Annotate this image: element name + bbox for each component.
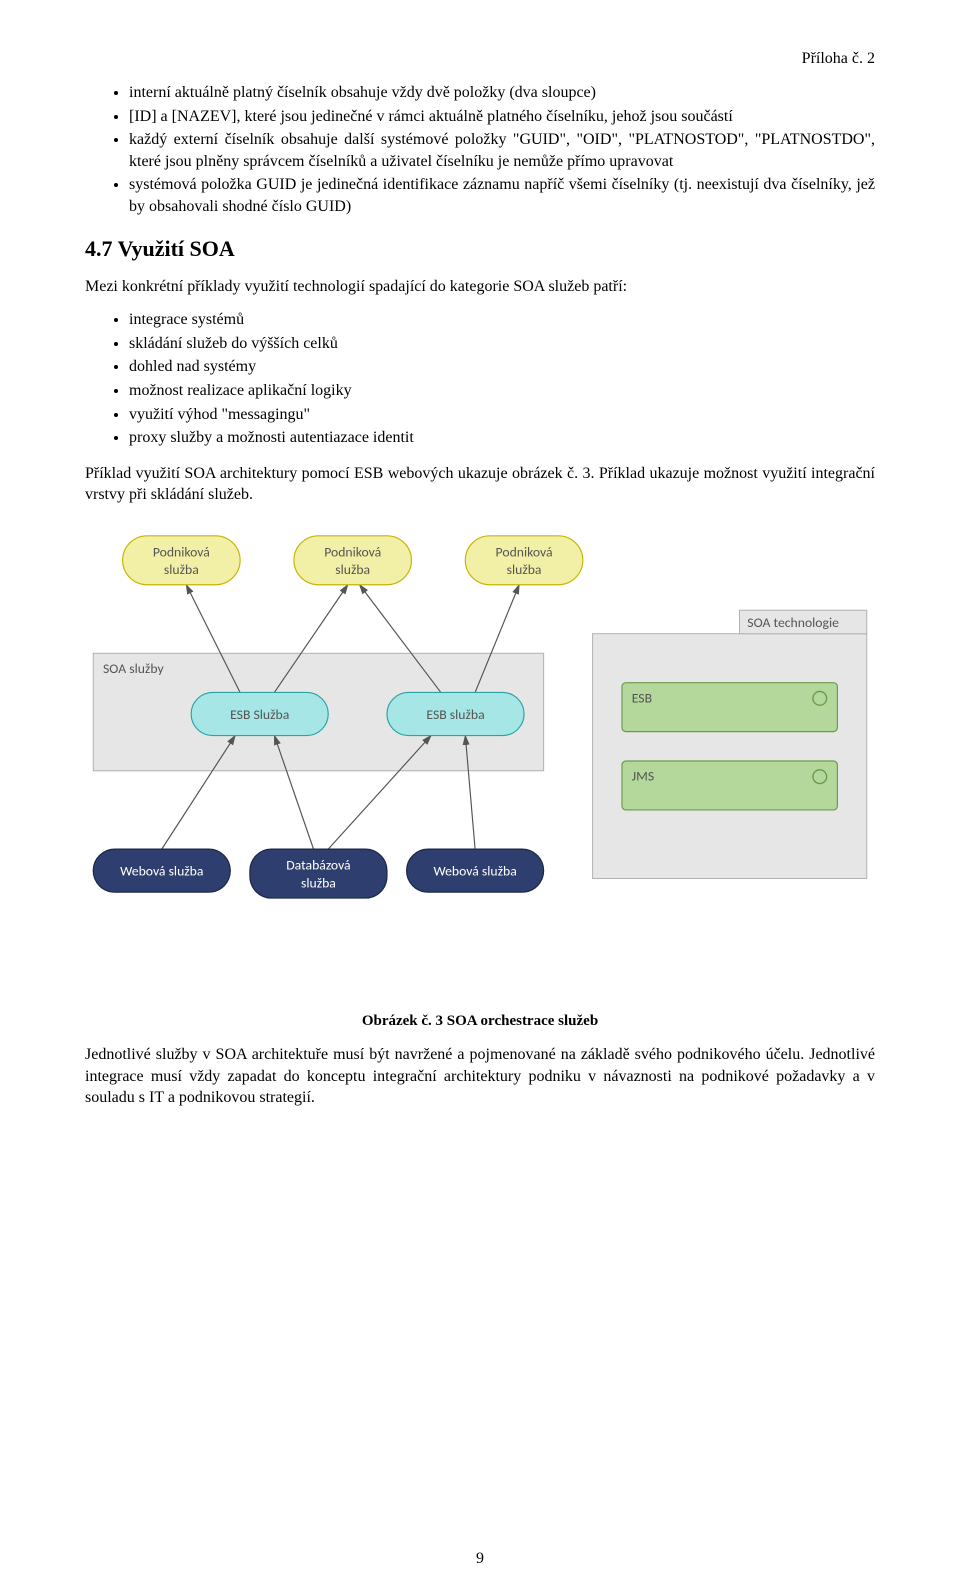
paragraph: Mezi konkrétní příklady využití technolo…	[85, 276, 875, 298]
bullet-list-a: interní aktuálně platný číselník obsahuj…	[85, 82, 875, 218]
list-item: proxy služby a možnosti autentiazace ide…	[129, 427, 875, 449]
svg-text:Webová služba: Webová služba	[120, 862, 203, 879]
section-title: Využití SOA	[118, 236, 235, 261]
page-number: 9	[0, 1550, 960, 1568]
section-number: 4.7	[85, 236, 113, 261]
list-item: [ID] a [NAZEV], které jsou jedinečné v r…	[129, 106, 875, 128]
section-heading: 4.7 Využití SOA	[85, 236, 875, 262]
diagram-svg: SOA službySOA technologiePodnikováslužba…	[85, 526, 875, 996]
svg-text:služba: služba	[507, 561, 542, 578]
list-item: možnost realizace aplikační logiky	[129, 380, 875, 402]
list-item: skládání služeb do výšších celků	[129, 333, 875, 355]
svg-text:služba: služba	[335, 561, 370, 578]
svg-text:Podniková: Podniková	[153, 543, 210, 560]
list-item: systémová položka GUID je jedinečná iden…	[129, 174, 875, 217]
svg-text:ESB služba: ESB služba	[426, 706, 484, 723]
svg-text:SOA služby: SOA služby	[103, 660, 164, 677]
svg-text:JMS: JMS	[632, 767, 654, 784]
list-item: dohled nad systémy	[129, 356, 875, 378]
svg-text:Webová služba: Webová služba	[433, 862, 516, 879]
list-item: každý externí číselník obsahuje další sy…	[129, 129, 875, 172]
svg-text:Databázová: Databázová	[286, 857, 350, 874]
paragraph: Jednotlivé služby v SOA architektuře mus…	[85, 1044, 875, 1109]
list-item: interní aktuálně platný číselník obsahuj…	[129, 82, 875, 104]
svg-text:SOA technologie: SOA technologie	[747, 614, 839, 631]
figure-caption: Obrázek č. 3 SOA orchestrace služeb	[85, 1013, 875, 1030]
bullet-list-b: integrace systémů skládání služeb do výš…	[85, 309, 875, 449]
svg-text:Podniková: Podniková	[324, 543, 381, 560]
paragraph: Příklad využití SOA architektury pomocí …	[85, 463, 875, 506]
soa-diagram: SOA službySOA technologiePodnikováslužba…	[85, 526, 875, 1001]
svg-text:ESB: ESB	[632, 689, 652, 706]
list-item: integrace systémů	[129, 309, 875, 331]
header-note: Příloha č. 2	[85, 50, 875, 68]
svg-text:služba: služba	[301, 874, 336, 891]
list-item: využití výhod "messagingu"	[129, 404, 875, 426]
svg-text:služba: služba	[164, 561, 199, 578]
svg-text:ESB Služba: ESB Služba	[230, 706, 289, 723]
document-page: Příloha č. 2 interní aktuálně platný čís…	[0, 0, 960, 1592]
svg-text:Podniková: Podniková	[496, 543, 553, 560]
